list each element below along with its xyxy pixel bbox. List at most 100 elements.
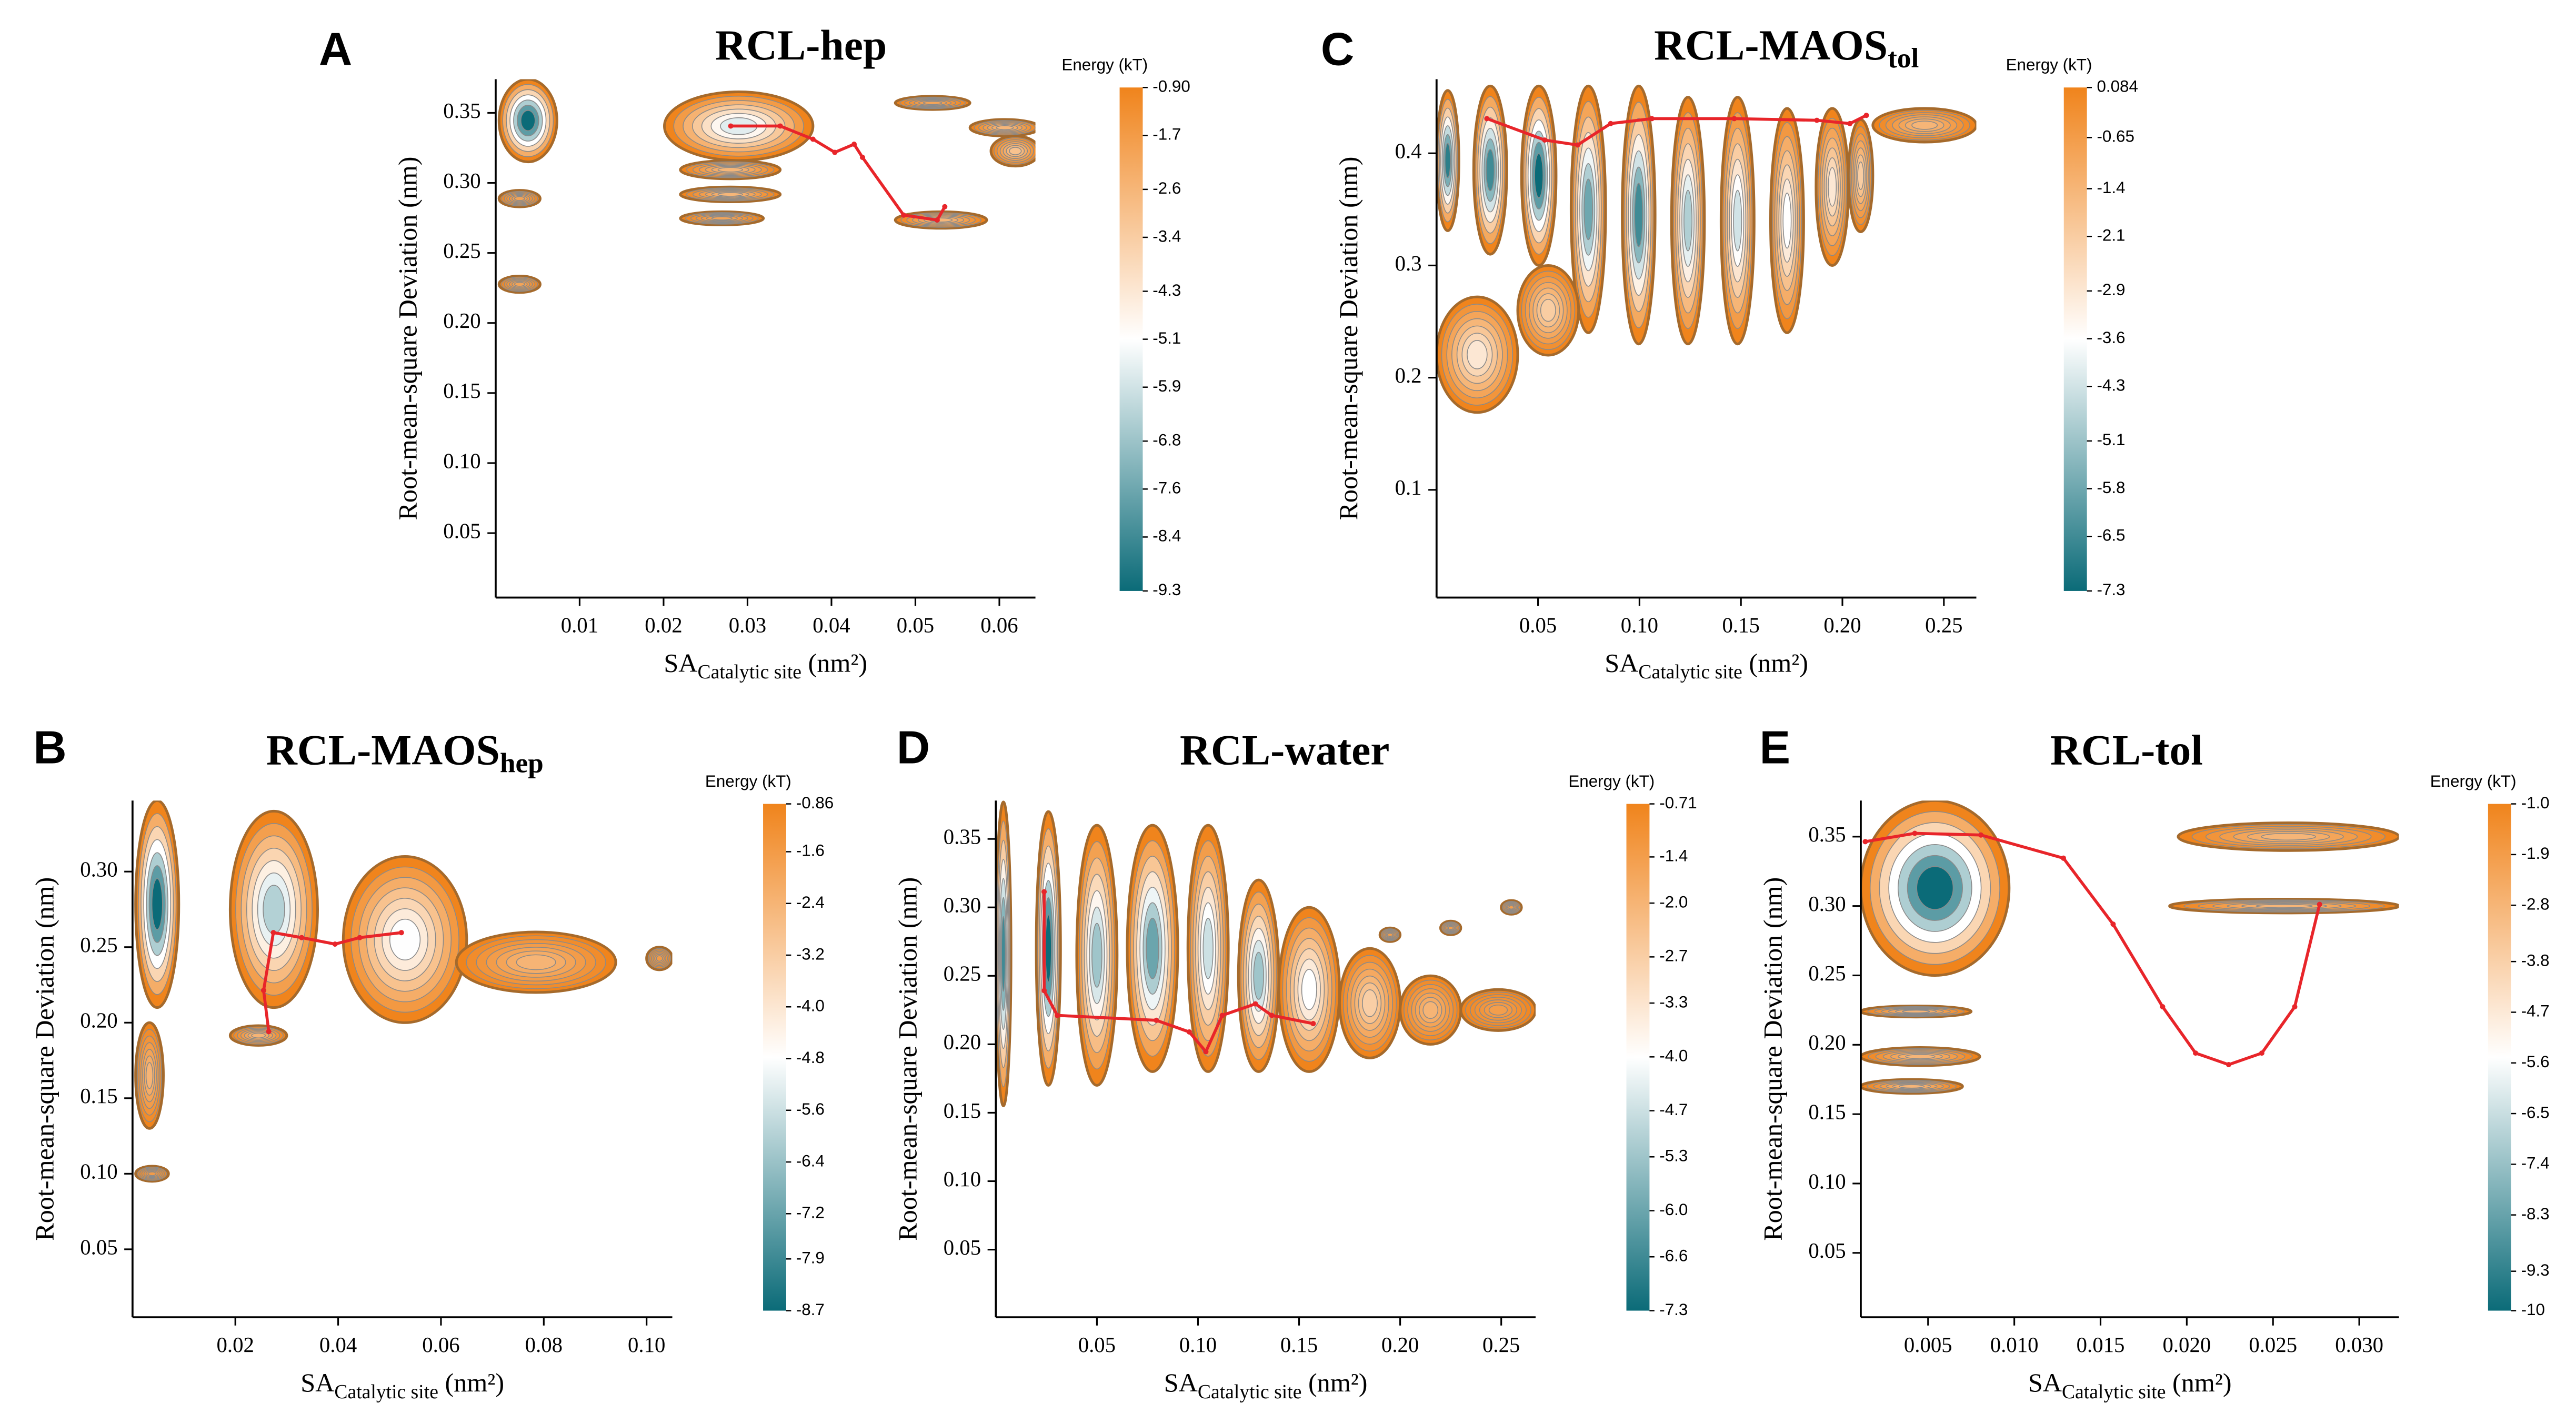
x-tick-label: 0.10: [1179, 1333, 1217, 1357]
x-tick-label: 0.02: [645, 613, 682, 637]
path-point: [2110, 921, 2116, 927]
colorbar-title: Energy (kT): [705, 772, 791, 790]
x-label-unit: (nm²): [2172, 1368, 2232, 1397]
title-subscript: tol: [1888, 42, 1919, 74]
contour-level: [1448, 926, 1454, 930]
colorbar-title: Energy (kT): [1061, 56, 1148, 74]
contour-level: [1362, 989, 1378, 1017]
colorbar-tick-label: -1.9: [2521, 844, 2550, 863]
chart-title: RCL-hep: [715, 21, 887, 69]
panel: D RCL-water 0.05 0.10 0.15 0.20 0.25 0.05 0.10 0.…: [893, 721, 1697, 1402]
contour-level: [2256, 904, 2313, 908]
title-main: RCL-tol: [2050, 726, 2203, 774]
minimum-energy-path: [1043, 891, 1314, 1055]
path-point: [1310, 1021, 1316, 1027]
contour-level: [251, 1033, 266, 1039]
colorbar-title: Energy (kT): [1568, 772, 1655, 790]
x-label-subscript: Catalytic site: [1198, 1381, 1301, 1403]
chart-title: RCL-MAOShep: [266, 726, 544, 778]
y-tick-label: 0.10: [944, 1167, 981, 1191]
contour-level: [1422, 1001, 1439, 1019]
colorbar-tick-label: -2.7: [1659, 947, 1688, 965]
title-main: RCL-MAOS: [1654, 21, 1888, 69]
colorbar-tick-label: -6.0: [1659, 1200, 1688, 1219]
colorbar-tick-label: -5.6: [2521, 1053, 2550, 1071]
x-tick-label: 0.030: [2335, 1333, 2383, 1357]
x-label-main: SA: [300, 1368, 334, 1397]
y-tick-label: 0.30: [1808, 892, 1846, 916]
path-point: [934, 217, 940, 223]
path-point: [357, 935, 363, 940]
x-label-subscript: Catalytic site: [698, 661, 801, 683]
y-tick-label: 0.05: [80, 1235, 117, 1259]
path-point: [942, 204, 948, 209]
contour-level: [1202, 917, 1214, 979]
colorbar-tick-label: -6.5: [2097, 526, 2125, 545]
path-point: [728, 123, 734, 129]
x-tick-label: 0.04: [813, 613, 850, 637]
colorbar-tick-label: -10: [2521, 1300, 2545, 1319]
contour-level: [1508, 905, 1515, 910]
path-point: [851, 142, 857, 147]
contour-level: [1146, 917, 1159, 979]
contour-level: [996, 125, 1014, 131]
contour-level: [2261, 833, 2317, 841]
colorbar-tick-label: -4.3: [1152, 281, 1181, 299]
colorbar-tick-label: -4.7: [2521, 1002, 2550, 1020]
colorbar-tick-label: -4.7: [1659, 1100, 1688, 1119]
colorbar-tick-label: -6.5: [2521, 1103, 2550, 1121]
y-tick-label: 0.15: [443, 379, 480, 403]
chart-title: RCL-tol: [2050, 726, 2203, 774]
path-point: [1041, 889, 1047, 895]
path-point: [2317, 901, 2322, 907]
path-point: [1575, 142, 1580, 148]
y-tick-label: 0.15: [1808, 1100, 1846, 1124]
title-main: RCL-MAOS: [266, 726, 500, 774]
contour-level: [1534, 153, 1543, 198]
contour-level: [1782, 193, 1792, 249]
colorbar-tick-label: -4.0: [1659, 1047, 1688, 1065]
colorbar-tick-label: -1.4: [1659, 847, 1688, 865]
colorbar-tick-label: -3.3: [1659, 993, 1688, 1011]
path-point: [398, 930, 404, 936]
title-main: RCL-hep: [715, 21, 887, 69]
y-tick-label: 0.35: [944, 825, 981, 848]
x-label-main: SA: [1164, 1368, 1198, 1397]
colorbar-tick-label: -4.8: [796, 1048, 825, 1067]
colorbar-tick-label: -2.8: [2521, 895, 2550, 913]
contour-level: [1009, 147, 1022, 155]
colorbar-tick-label: -3.4: [1152, 227, 1181, 245]
x-axis-label: SACatalytic site (nm²): [664, 648, 867, 684]
y-tick-label: 0.10: [443, 449, 480, 473]
contour-level: [145, 1062, 154, 1089]
contour-level: [1301, 969, 1317, 1010]
colorbar-tick-label: -7.3: [2097, 580, 2125, 599]
colorbar-tick-label: -7.4: [2521, 1154, 2550, 1173]
colorbar-tick-label: -1.7: [1152, 125, 1181, 144]
path-point: [901, 212, 907, 218]
contour-level: [1445, 143, 1451, 178]
contour-level: [1540, 298, 1556, 322]
x-tick-label: 0.05: [1078, 1333, 1116, 1357]
contour-level: [1733, 189, 1742, 252]
colorbar: [763, 804, 786, 1311]
x-axis-label: SACatalytic site (nm²): [1164, 1368, 1368, 1403]
colorbar-tick-label: -2.6: [1152, 179, 1181, 197]
path-point: [1186, 1029, 1192, 1035]
colorbar-tick-label: -2.9: [2097, 280, 2125, 299]
x-tick-label: 0.06: [422, 1333, 459, 1357]
y-axis-label: Root-mean-square Deviation (nm): [29, 877, 59, 1241]
x-tick-label: 0.25: [1925, 613, 1962, 637]
y-tick-label: 0.05: [944, 1236, 981, 1259]
colorbar-tick-label: -1.6: [796, 841, 825, 860]
x-tick-label: 0.020: [2162, 1333, 2211, 1357]
colorbar-tick-label: -4.3: [2097, 376, 2125, 395]
panel: B RCL-MAOShep 0.02 0.04 0.06 0.08 0.10 0.05 0.10…: [29, 721, 834, 1402]
y-tick-label: 0.30: [944, 894, 981, 917]
y-tick-label: 0.15: [944, 1099, 981, 1123]
x-tick-label: 0.10: [1621, 613, 1658, 637]
x-tick-label: 0.15: [1722, 613, 1760, 637]
chart-title: RCL-water: [1180, 726, 1390, 774]
contour-level: [656, 955, 663, 962]
